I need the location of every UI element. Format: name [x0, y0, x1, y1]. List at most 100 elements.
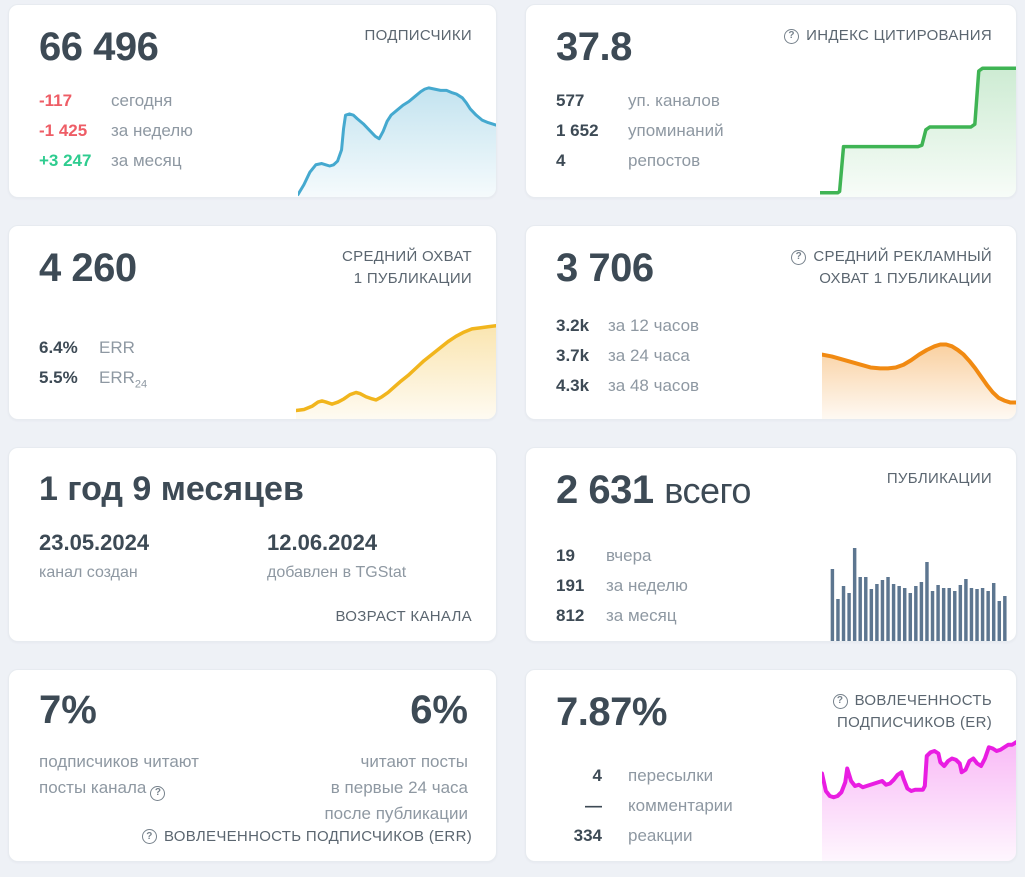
citation-index-value: 37.8 — [556, 25, 632, 69]
stat-value-today: -117 — [39, 91, 73, 110]
stat-value-err24: 5.5% — [39, 368, 78, 387]
avg-ad-reach-value: 3 706 — [556, 246, 654, 290]
publications-bar-chart — [830, 541, 1008, 641]
stat-row-yesterday: 19 вчера — [556, 546, 688, 576]
stat-value-pub-week: 191 — [556, 576, 585, 595]
help-icon[interactable] — [784, 28, 800, 44]
err-footer-label: ВОВЛЕЧЕННОСТЬ ПОДПИСЧИКОВ (ERR) — [141, 828, 472, 845]
stat-row-pub-week: 191 за неделю — [556, 576, 688, 606]
avg-reach-sparkline-chart — [296, 313, 496, 419]
stat-value-reposts: 4 — [556, 151, 566, 170]
stat-label-channels: уп. каналов — [628, 91, 720, 110]
stat-row-reactions: 334 реакции — [556, 826, 733, 856]
subscribers-sparkline-chart — [298, 73, 496, 197]
stat-row-channels: 577 уп. каналов — [556, 91, 724, 121]
subscribers-stats: -117 сегодня -1 425 за неделю +3 247 за … — [39, 91, 193, 181]
err-left-caption: подписчиков читают посты канала — [39, 749, 199, 801]
citation-step-chart — [820, 57, 1016, 197]
avg-ad-reach-sparkline-chart — [822, 327, 1016, 419]
avg-reach-card[interactable]: 4 260 СРЕДНИЙ ОХВАТ 1 ПУБЛИКАЦИИ 6.4% ER… — [8, 225, 497, 420]
stat-label-24h: за 24 часа — [608, 346, 690, 365]
stat-value-forwards: 4 — [592, 766, 602, 785]
stat-row-err24: 5.5% ERR24 — [39, 368, 147, 398]
avg-ad-reach-title-line2: ОХВАТ 1 ПУБЛИКАЦИИ — [819, 270, 992, 287]
err-footer-text: ВОВЛЕЧЕННОСТЬ ПОДПИСЧИКОВ (ERR) — [163, 828, 472, 845]
er-stats: 4 пересылки — комментарии 334 реакции — [556, 766, 733, 856]
stat-row-pub-month: 812 за месяц — [556, 606, 688, 636]
stat-value-pub-month: 812 — [556, 606, 585, 625]
stat-label-reposts: репостов — [628, 151, 701, 170]
help-icon[interactable] — [150, 785, 166, 801]
avg-ad-reach-title-line1: СРЕДНИЙ РЕКЛАМНЫЙ — [813, 248, 992, 265]
stat-label-pub-month: за месяц — [606, 606, 677, 625]
channel-age-value: 1 год 9 месяцев — [39, 470, 304, 508]
er-card[interactable]: 7.87% ВОВЛЕЧЕННОСТЬ ПОДПИСЧИКОВ (ER) 4 п… — [525, 669, 1017, 862]
stat-label-today: сегодня — [111, 91, 173, 110]
publications-total-suffix: всего — [664, 470, 751, 511]
channel-age-footer-label: ВОЗРАСТ КАНАЛА — [335, 608, 472, 625]
channel-created-date: 23.05.2024 — [39, 530, 150, 555]
stat-label-pub-week: за неделю — [606, 576, 688, 595]
stat-value-mentions: 1 652 — [556, 121, 599, 140]
avg-reach-title-line2: 1 ПУБЛИКАЦИИ — [353, 270, 472, 287]
stat-value-err: 6.4% — [39, 338, 78, 357]
stat-value-reactions: 334 — [573, 826, 602, 845]
channel-added-date: 12.06.2024 — [267, 530, 378, 555]
avg-ad-reach-card[interactable]: 3 706 СРЕДНИЙ РЕКЛАМНЫЙ ОХВАТ 1 ПУБЛИКАЦ… — [525, 225, 1017, 420]
citation-index-card[interactable]: 37.8 ИНДЕКС ЦИТИРОВАНИЯ 577 уп. каналов … — [525, 4, 1017, 198]
stat-value-week: -1 425 — [39, 121, 88, 140]
citation-index-title-text: ИНДЕКС ЦИТИРОВАНИЯ — [806, 27, 992, 44]
stat-row-err: 6.4% ERR — [39, 338, 147, 368]
er-title-line1: ВОВЛЕЧЕННОСТЬ — [854, 692, 992, 709]
stat-value-12h: 3.2k — [556, 316, 590, 335]
channel-added-label: добавлен в TGStat — [267, 564, 407, 581]
stat-value-48h: 4.3k — [556, 376, 590, 395]
channel-created-block: 23.05.2024 канал создан — [39, 530, 267, 582]
channel-age-dates: 23.05.2024 канал создан 12.06.2024 добав… — [39, 530, 495, 582]
stat-value-channels: 577 — [556, 91, 585, 110]
stat-label-mentions: упоминаний — [628, 121, 724, 140]
avg-ad-reach-stats: 3.2k за 12 часов 3.7k за 24 часа 4.3k за… — [556, 316, 699, 406]
subscribers-count: 66 496 — [39, 25, 159, 69]
stat-value-month: +3 247 — [39, 151, 92, 170]
avg-reach-stats: 6.4% ERR 5.5% ERR24 — [39, 338, 147, 398]
stat-row-forwards: 4 пересылки — [556, 766, 733, 796]
help-icon[interactable] — [791, 249, 807, 265]
channel-age-card[interactable]: 1 год 9 месяцев 23.05.2024 канал создан … — [8, 447, 497, 642]
avg-ad-reach-card-title: СРЕДНИЙ РЕКЛАМНЫЙ ОХВАТ 1 ПУБЛИКАЦИИ — [791, 246, 992, 290]
stat-label-yesterday: вчера — [606, 546, 652, 565]
publications-total: 2 631 всего — [556, 468, 751, 512]
stat-value-yesterday: 19 — [556, 546, 575, 565]
publications-card-title: ПУБЛИКАЦИИ — [886, 470, 992, 487]
stat-label-48h: за 48 часов — [608, 376, 700, 395]
stat-value-comments: — — [585, 796, 602, 815]
citation-index-card-title: ИНДЕКС ЦИТИРОВАНИЯ — [784, 25, 992, 47]
help-icon[interactable] — [832, 693, 848, 709]
stat-value-24h: 3.7k — [556, 346, 590, 365]
err-right-value: 6% — [410, 688, 468, 732]
stat-label-err24: ERR24 — [99, 368, 148, 391]
avg-reach-card-title: СРЕДНИЙ ОХВАТ 1 ПУБЛИКАЦИИ — [342, 246, 472, 290]
err-left-block: 7% подписчиков читают посты канала — [39, 688, 199, 801]
avg-reach-title-line1: СРЕДНИЙ ОХВАТ — [342, 248, 472, 265]
help-icon[interactable] — [141, 829, 157, 844]
err-right-caption: читают посты в первые 24 часа после публ… — [324, 752, 468, 823]
stat-row-reposts: 4 репостов — [556, 151, 724, 181]
stat-label-week: за неделю — [111, 121, 193, 140]
subscribers-card[interactable]: 66 496 ПОДПИСЧИКИ -117 сегодня -1 425 за… — [8, 4, 497, 198]
publications-card[interactable]: 2 631 всего ПУБЛИКАЦИИ 19 вчера 191 за н… — [525, 447, 1017, 642]
citation-stats: 577 уп. каналов 1 652 упоминаний 4 репос… — [556, 91, 724, 181]
stat-row-24h: 3.7k за 24 часа — [556, 346, 699, 376]
stat-label-month: за месяц — [111, 151, 182, 170]
stat-row-48h: 4.3k за 48 часов — [556, 376, 699, 406]
stat-label-forwards: пересылки — [628, 766, 714, 785]
er-card-title: ВОВЛЕЧЕННОСТЬ ПОДПИСЧИКОВ (ER) — [832, 690, 992, 734]
stat-row-month: +3 247 за месяц — [39, 151, 193, 181]
stat-row-mentions: 1 652 упоминаний — [556, 121, 724, 151]
stat-row-12h: 3.2k за 12 часов — [556, 316, 699, 346]
err-card[interactable]: 7% подписчиков читают посты канала 6% чи… — [8, 669, 497, 862]
subscribers-card-title: ПОДПИСЧИКИ — [364, 27, 472, 44]
err-left-value: 7% — [39, 688, 97, 732]
publications-stats: 19 вчера 191 за неделю 812 за месяц — [556, 546, 688, 636]
